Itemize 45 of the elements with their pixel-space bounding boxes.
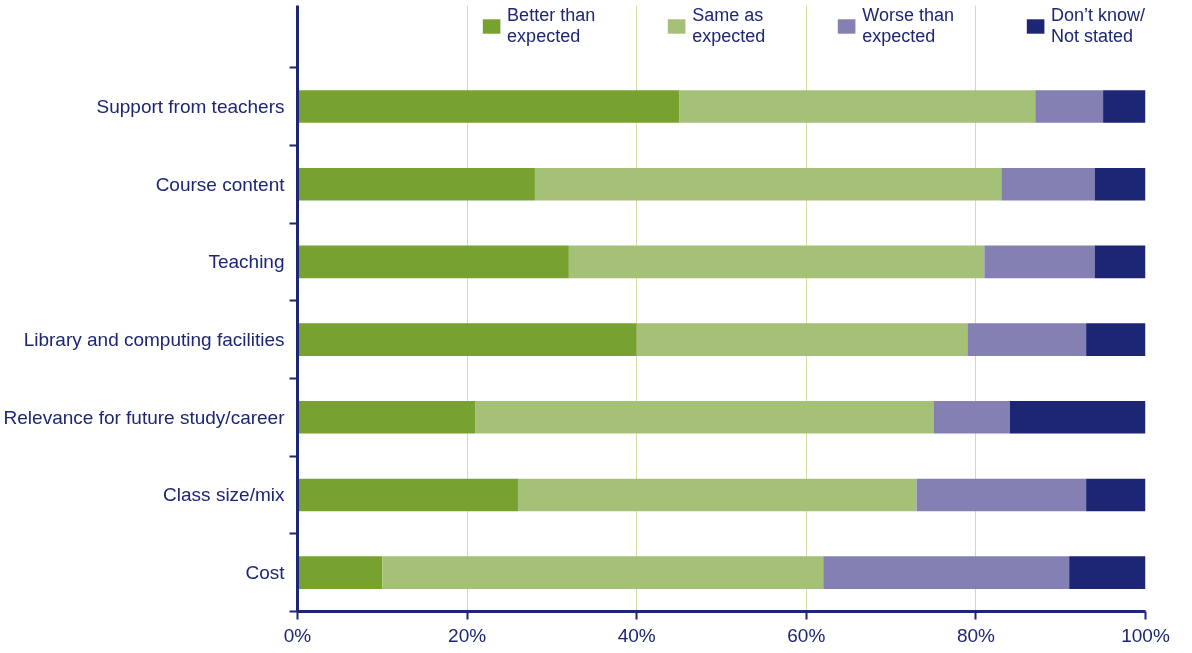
y-tick-label: Support from teachers bbox=[96, 96, 285, 117]
legend-label: Worse than expected bbox=[862, 5, 954, 47]
bar bbox=[475, 400, 934, 434]
bar bbox=[1103, 90, 1146, 123]
bar bbox=[1069, 556, 1146, 589]
x-tick-label: 100% bbox=[1121, 624, 1170, 646]
bar bbox=[297, 245, 569, 279]
bar bbox=[297, 556, 383, 589]
legend-label: Better than expected bbox=[507, 5, 596, 47]
bar bbox=[297, 478, 518, 512]
y-tick-label: Teaching bbox=[208, 251, 285, 273]
bar bbox=[916, 478, 1087, 512]
bar bbox=[933, 400, 1010, 434]
bar bbox=[1086, 478, 1146, 512]
bar bbox=[967, 323, 1087, 356]
y-tick-label: Course content bbox=[155, 173, 286, 195]
bar bbox=[534, 167, 1002, 201]
bar bbox=[636, 323, 968, 356]
x-tick-label: 20% bbox=[448, 624, 487, 646]
bar bbox=[679, 90, 1036, 123]
bar bbox=[1035, 90, 1104, 123]
bar bbox=[297, 323, 637, 356]
x-tick-label: 60% bbox=[787, 624, 826, 646]
bar bbox=[1094, 167, 1146, 201]
bar bbox=[297, 90, 680, 123]
bar bbox=[382, 556, 824, 589]
legend-label: Same as expected bbox=[692, 5, 766, 47]
bar bbox=[1001, 167, 1095, 201]
x-tick-label: 0% bbox=[283, 624, 312, 646]
bar bbox=[1009, 400, 1146, 434]
y-tick-label: Class size/mix bbox=[163, 484, 285, 506]
bar bbox=[1086, 323, 1146, 356]
bar bbox=[568, 245, 985, 279]
y-tick-label: Cost bbox=[245, 562, 286, 584]
bar bbox=[984, 245, 1095, 279]
x-tick-label: 80% bbox=[956, 624, 996, 646]
bar bbox=[297, 400, 476, 434]
y-tick-label: Library and computing facilities bbox=[23, 329, 285, 351]
bar bbox=[1094, 245, 1146, 279]
x-tick-label: 40% bbox=[617, 624, 656, 646]
bar bbox=[517, 478, 917, 512]
bar bbox=[297, 167, 535, 201]
bar bbox=[823, 556, 1070, 589]
y-tick-label: Relevance for future study/career bbox=[3, 406, 286, 428]
legend-label: Don’t know/ Not stated bbox=[1050, 5, 1145, 47]
